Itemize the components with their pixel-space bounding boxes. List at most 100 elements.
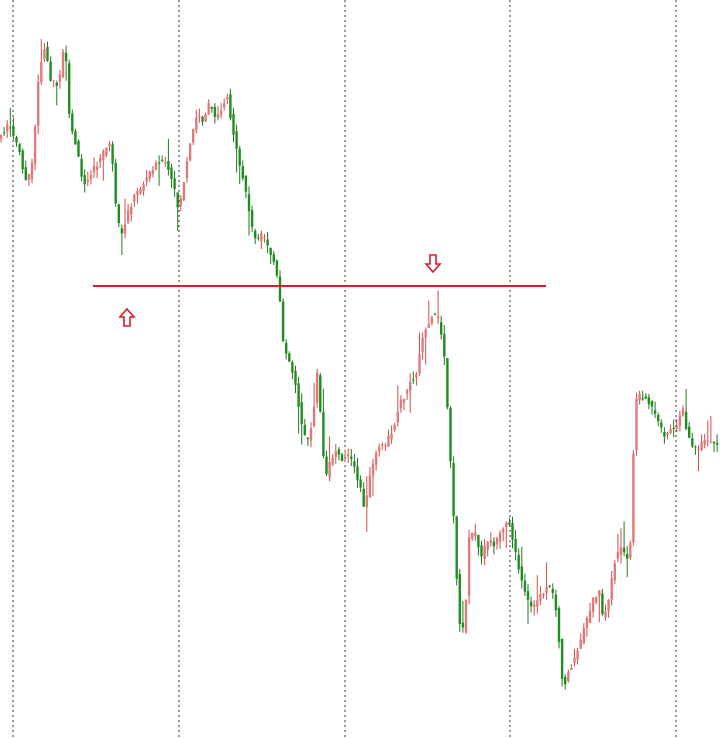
candle-body — [554, 594, 558, 611]
candle-body — [610, 578, 613, 600]
candle-body — [368, 475, 372, 498]
candle-110 — [340, 452, 344, 462]
candle-body — [71, 113, 74, 132]
candle-43 — [133, 193, 136, 208]
candle-32 — [99, 153, 102, 168]
candle-7 — [21, 148, 24, 174]
candle-body — [455, 516, 458, 579]
candle-body — [157, 162, 161, 164]
candle-body — [254, 230, 257, 239]
candle-199 — [616, 534, 620, 563]
candle-body — [170, 167, 173, 180]
candle-body — [542, 593, 545, 596]
candle-48 — [148, 170, 151, 182]
candle-215 — [666, 431, 669, 440]
candle-body — [297, 383, 300, 407]
candle-45 — [139, 186, 142, 195]
candle-198 — [613, 560, 616, 585]
candle-body — [474, 532, 477, 537]
candle-body — [325, 456, 328, 475]
candle-84 — [260, 230, 263, 249]
candle-9 — [27, 173, 31, 187]
candle-146 — [452, 456, 455, 524]
candle-29 — [89, 170, 93, 185]
candle-body — [18, 144, 21, 153]
candle-151 — [467, 529, 471, 605]
candle-178 — [551, 583, 554, 599]
candle-body — [52, 80, 55, 82]
candle-13 — [40, 39, 43, 85]
candle-221 — [684, 388, 688, 431]
candle-140 — [433, 312, 437, 316]
candle-107 — [331, 453, 334, 467]
candle-body — [136, 190, 139, 196]
candle-62 — [192, 128, 195, 146]
candle-body — [99, 158, 102, 162]
candle-162 — [502, 527, 505, 542]
candle-body — [458, 573, 461, 624]
candle-body — [216, 114, 220, 118]
candle-115 — [356, 458, 359, 488]
candle-76 — [235, 124, 238, 173]
candle-body — [452, 463, 455, 517]
candle-body — [161, 159, 164, 161]
candle-125 — [387, 429, 390, 448]
candle-168 — [520, 546, 523, 589]
candle-body — [443, 333, 446, 357]
candle-body — [207, 102, 210, 115]
candle-91 — [281, 298, 285, 342]
candle-36 — [111, 141, 114, 172]
candle-223 — [691, 432, 694, 449]
candle-body — [446, 358, 449, 408]
candle-193 — [598, 590, 601, 623]
candle-22 — [68, 59, 71, 119]
candle-144 — [446, 357, 449, 410]
candle-70 — [216, 105, 220, 121]
candle-160 — [495, 536, 499, 550]
candle-body — [281, 301, 285, 342]
candle-body — [638, 393, 641, 401]
candle-176 — [545, 562, 548, 600]
candle-body — [89, 174, 93, 179]
candle-body — [21, 150, 24, 170]
candle-19 — [58, 69, 62, 89]
candle-177 — [548, 584, 551, 588]
candle-23 — [71, 109, 74, 135]
candle-body — [353, 461, 356, 467]
candle-3 — [9, 107, 12, 137]
candle-body — [374, 452, 378, 465]
candle-190 — [588, 602, 592, 624]
candle-body — [309, 428, 313, 441]
candle-body — [272, 254, 275, 262]
candle-231 — [715, 434, 719, 452]
candle-body — [123, 224, 127, 234]
candle-185 — [573, 649, 576, 667]
candle-body — [396, 412, 399, 423]
candle-25 — [77, 139, 80, 158]
candle-body — [235, 131, 238, 149]
candle-77 — [238, 146, 241, 184]
candle-body — [24, 167, 27, 180]
candle-163 — [505, 521, 508, 548]
candle-210 — [650, 400, 654, 415]
candle-20 — [61, 49, 65, 79]
candles — [0, 39, 719, 690]
candle-227 — [703, 433, 706, 449]
candle-173 — [536, 575, 539, 614]
candle-body — [694, 446, 697, 448]
candle-24 — [74, 128, 77, 145]
candle-104 — [322, 388, 325, 459]
candle-body — [126, 210, 130, 222]
candle-body — [15, 137, 18, 143]
candle-103 — [319, 372, 322, 413]
candle-body — [86, 179, 89, 182]
candle-44 — [136, 188, 139, 204]
candle-body — [185, 161, 189, 179]
candle-body — [424, 329, 427, 338]
candle-10 — [30, 158, 34, 184]
candle-body — [319, 375, 322, 412]
candle-body — [653, 410, 657, 414]
candle-body — [117, 204, 120, 224]
candle-body — [712, 441, 716, 444]
candle-214 — [663, 427, 666, 444]
